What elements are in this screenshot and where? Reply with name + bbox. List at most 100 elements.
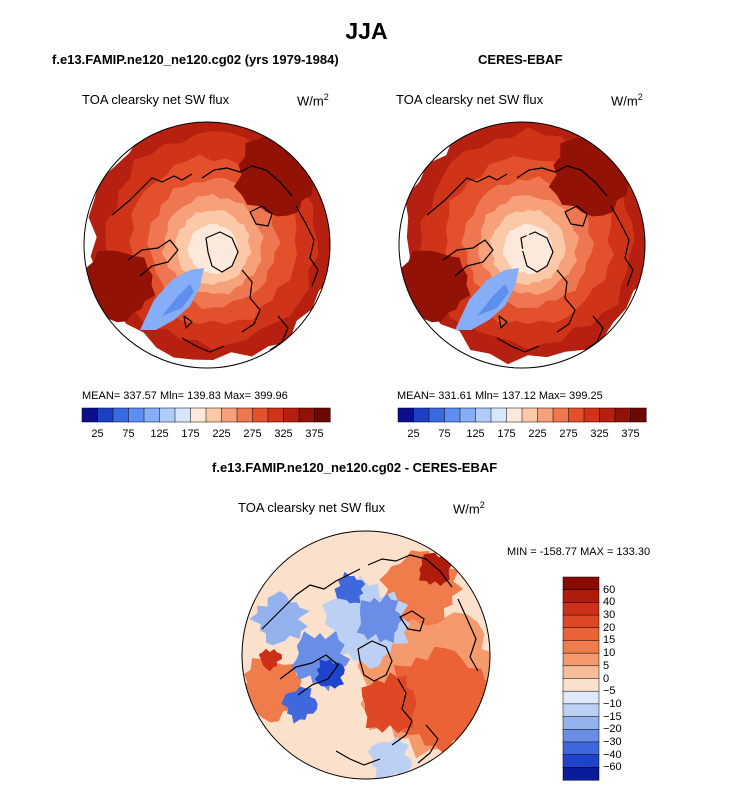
panel-2-colorbar <box>397 407 647 423</box>
field-contour-band <box>258 648 282 672</box>
map-boundary <box>398 121 646 369</box>
colorbar-box <box>174 407 192 423</box>
coastline <box>426 173 508 216</box>
colorbar-tick-label: 125 <box>466 428 485 440</box>
colorbar-tick-label: −10 <box>603 697 622 710</box>
panel-2-polar-map <box>398 121 646 369</box>
colorbar-box <box>314 407 331 423</box>
colorbar-box <box>283 407 300 423</box>
colorbar-box <box>190 407 207 423</box>
colorbar-tick-label: 30 <box>603 609 616 622</box>
coastline <box>610 205 634 287</box>
colorbar-tick-label: −15 <box>603 710 622 723</box>
panel-3-stats: MIN = -158.77 MAX = 133.30 <box>507 546 651 558</box>
colorbar-tick-label: 125 <box>150 428 169 440</box>
colorbar-tick-label: 275 <box>243 428 262 440</box>
coastline <box>295 205 319 287</box>
panel-1-polar-map <box>83 121 331 369</box>
colorbar-box <box>583 407 601 423</box>
colorbar-tick-label: 5 <box>603 659 610 672</box>
coastline <box>442 239 494 277</box>
colorbar-box <box>112 407 130 423</box>
field-contour-band <box>249 591 310 646</box>
coastline <box>496 337 540 353</box>
field-contour-band <box>334 571 366 604</box>
colorbar-tick-label: 0 <box>603 672 610 685</box>
colorbar-box <box>552 407 570 423</box>
coastline <box>205 231 239 273</box>
colorbar-box <box>568 407 585 423</box>
panel-2-variable: TOA clearsky net SW flux <box>396 92 544 107</box>
colorbar-box <box>562 614 600 629</box>
field-contour-band <box>187 223 238 275</box>
colorbar-box <box>159 407 176 423</box>
coastline <box>556 269 576 333</box>
coastline <box>417 724 439 764</box>
colorbar-tick-label: 375 <box>305 428 324 440</box>
coastline <box>457 598 479 672</box>
colorbar-box <box>562 754 600 768</box>
colorbar-tick-label: 75 <box>122 428 135 440</box>
colorbar-box <box>537 407 554 423</box>
colorbar-tick-label: 175 <box>181 428 200 440</box>
greenland-low-flux <box>140 268 204 330</box>
colorbar-box <box>236 407 254 423</box>
greenland-low-flux <box>455 268 519 330</box>
colorbar-box <box>562 690 600 705</box>
colorbar-box <box>562 716 600 730</box>
season-title: JJA <box>345 18 388 44</box>
colorbar-box <box>444 407 461 423</box>
colorbar-box <box>562 729 600 743</box>
colorbar-box <box>221 407 238 423</box>
field-contour-band <box>281 686 318 724</box>
coastline <box>183 315 193 329</box>
colorbar-tick-label: 375 <box>621 428 640 440</box>
colorbar-box <box>562 652 600 667</box>
coastline <box>520 231 554 273</box>
coastline <box>357 640 393 682</box>
coastline <box>249 205 273 227</box>
coastline <box>516 165 608 197</box>
colorbar-box <box>562 703 600 718</box>
colorbar-box <box>475 407 492 423</box>
colorbar-box <box>128 407 145 423</box>
colorbar-box <box>506 407 523 423</box>
colorbar-box <box>562 640 600 654</box>
colorbar-box <box>599 407 616 423</box>
greenland-low-flux <box>477 284 509 316</box>
panel-1-title: f.e13.FAMIP.ne120_ne120.cg02 (yrs 1979-1… <box>52 52 339 67</box>
colorbar-box <box>252 407 269 423</box>
coastline <box>261 568 361 630</box>
panel-3-variable: TOA clearsky net SW flux <box>238 500 386 515</box>
colorbar-tick-label: 60 <box>603 583 616 596</box>
colorbar-tick-label: −20 <box>603 723 622 736</box>
coastline <box>498 315 508 329</box>
colorbar-box <box>562 678 600 692</box>
map-boundary <box>241 530 491 780</box>
coastline <box>335 750 381 766</box>
colorbar-tick-label: 10 <box>603 647 616 660</box>
colorbar-box <box>459 407 477 423</box>
colorbar-tick-label: 25 <box>91 428 104 440</box>
colorbar-tick-label: 175 <box>497 428 516 440</box>
colorbar-box <box>490 407 508 423</box>
colorbar-tick-label: 275 <box>559 428 578 440</box>
coastline <box>391 678 413 746</box>
colorbar-tick-label: 20 <box>603 621 616 634</box>
pole-marker <box>515 233 533 251</box>
panel-3-units: W/m2 <box>453 500 485 517</box>
field-contour-band <box>356 593 403 644</box>
colorbar-box <box>521 407 539 423</box>
panel-2-title: CERES-EBAF <box>478 52 563 67</box>
colorbar-tick-label: 25 <box>407 428 420 440</box>
colorbar-tick-label: 325 <box>274 428 293 440</box>
panel-2-colorbar-ticks: 25 75 125 175 225 275 325 375 <box>398 428 646 442</box>
coastline <box>584 315 604 351</box>
panel-3-colorbar <box>562 576 600 781</box>
colorbar-box <box>630 407 647 423</box>
colorbar-tick-label: −60 <box>603 761 622 774</box>
colorbar-tick-label: 225 <box>528 428 547 440</box>
coastline <box>279 654 339 696</box>
colorbar-box <box>298 407 316 423</box>
panel-3-colorbar-ticks: 60 40 30 20 15 10 5 0 −5 −10 −15 −20 −30 −40 −60 <box>603 577 663 780</box>
